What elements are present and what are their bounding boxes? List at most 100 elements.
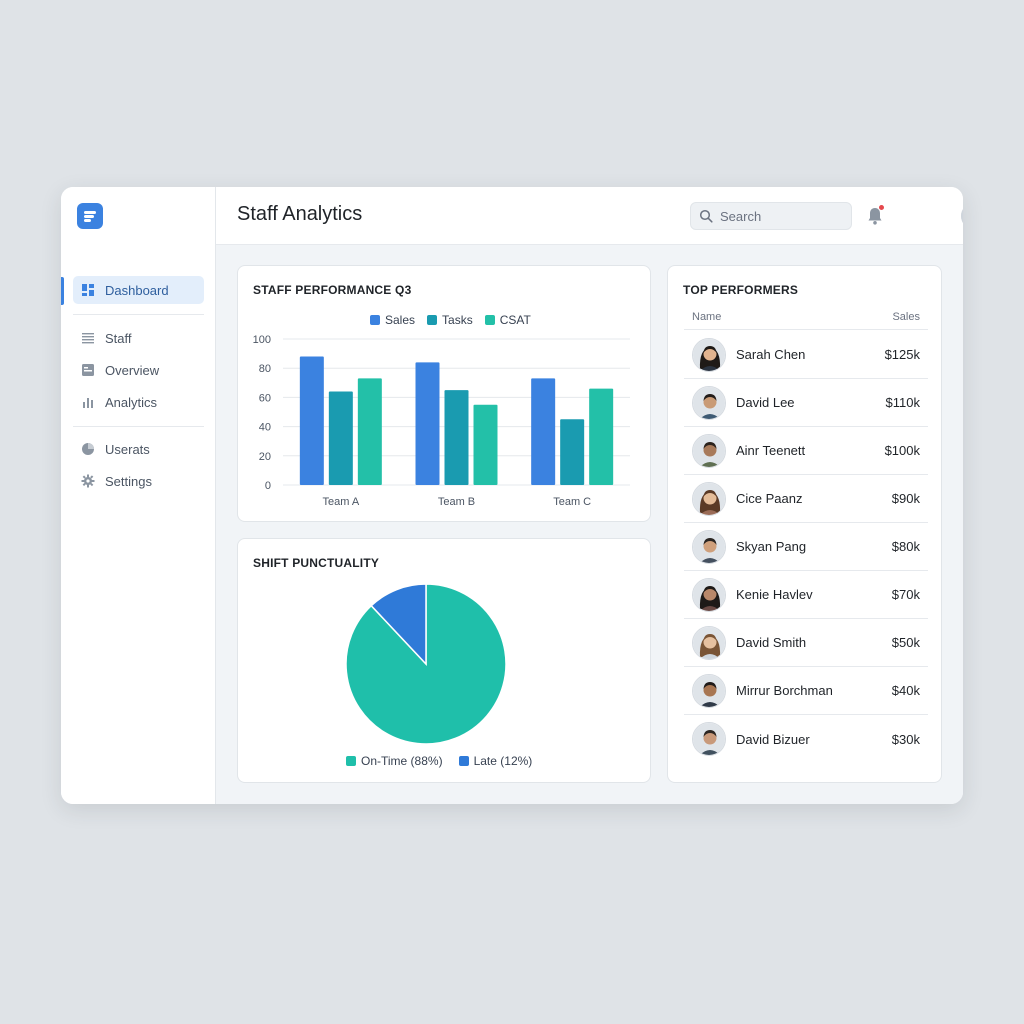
table-row[interactable]: David Smith $50k bbox=[684, 619, 928, 667]
y-tick-label: 0 bbox=[265, 480, 271, 492]
bar-sales-team-c[interactable] bbox=[531, 378, 556, 485]
list-icon bbox=[81, 331, 95, 345]
performer-name: Cice Paanz bbox=[736, 491, 803, 506]
sidebar-item-settings[interactable]: Settings bbox=[73, 467, 204, 495]
sidebar-item-userats[interactable]: Userats bbox=[73, 435, 204, 463]
dashboard-icon bbox=[81, 283, 95, 297]
card-title: STAFF PERFORMANCE Q3 bbox=[253, 283, 412, 297]
x-tick-label: Team B bbox=[438, 496, 475, 508]
table-row[interactable]: Ainr Teenett $100k bbox=[684, 427, 928, 475]
active-indicator bbox=[61, 277, 64, 305]
performer-name: David Lee bbox=[736, 395, 795, 410]
sidebar: Dashboard Staff Overview Analytics bbox=[61, 187, 216, 804]
avatar bbox=[692, 722, 726, 756]
legend-item-tasks: Tasks bbox=[427, 313, 473, 327]
y-tick-label: 100 bbox=[253, 334, 271, 346]
y-tick-label: 60 bbox=[259, 392, 271, 404]
bar-csat-team-b[interactable] bbox=[473, 404, 498, 485]
bar-csat-team-a[interactable] bbox=[357, 378, 382, 485]
avatar bbox=[692, 673, 726, 708]
search-placeholder: Search bbox=[720, 208, 762, 224]
table-row[interactable]: David Bizuer $30k bbox=[684, 715, 928, 763]
header-divider bbox=[684, 329, 928, 330]
avatar bbox=[692, 625, 726, 660]
x-tick-label: Team C bbox=[553, 496, 591, 508]
column-header-name: Name bbox=[692, 311, 722, 323]
pie-legend: On-Time (88%) Late (12%) bbox=[346, 754, 544, 768]
performer-sales: $70k bbox=[891, 587, 920, 602]
sidebar-item-label: Staff bbox=[105, 330, 132, 346]
pie-slice-late[interactable] bbox=[370, 583, 427, 666]
search-input[interactable]: Search bbox=[690, 202, 852, 230]
chart-legend: Sales Tasks CSAT bbox=[370, 313, 543, 327]
bar-tasks-team-a[interactable] bbox=[328, 391, 353, 485]
app-window: Dashboard Staff Overview Analytics bbox=[61, 187, 963, 804]
bar-chart: 0 20 40 60 80 100 Team A Team B Team C bbox=[253, 334, 630, 508]
y-tick-label: 20 bbox=[259, 451, 271, 463]
table-row[interactable]: Kenie Havlev $70k bbox=[684, 571, 928, 619]
performer-name: Kenie Havlev bbox=[736, 587, 813, 602]
table-header: Name Sales bbox=[684, 311, 928, 323]
performer-name: David Bizuer bbox=[736, 731, 810, 747]
performer-sales: $80k bbox=[891, 539, 920, 554]
sidebar-item-label: Analytics bbox=[105, 394, 158, 410]
x-tick-label: Team A bbox=[322, 496, 359, 508]
search-icon bbox=[699, 209, 713, 223]
performer-name: Mirrur Borchman bbox=[736, 683, 833, 698]
card-title: TOP PERFORMERS bbox=[683, 283, 799, 297]
performer-name: Skyan Pang bbox=[736, 539, 807, 554]
legend-item-late: Late (12%) bbox=[458, 754, 532, 768]
pie-icon bbox=[81, 442, 95, 456]
bell-icon[interactable] bbox=[866, 206, 884, 226]
bar-tasks-team-c[interactable] bbox=[560, 419, 585, 485]
performer-sales: $100k bbox=[884, 443, 920, 458]
table-row[interactable]: Mirrur Borchman $40k bbox=[684, 667, 928, 715]
sidebar-item-dashboard[interactable]: Dashboard bbox=[73, 276, 204, 304]
page-title: Staff Analytics bbox=[237, 203, 363, 225]
bar-sales-team-b[interactable] bbox=[415, 362, 440, 485]
pie-chart bbox=[345, 583, 507, 745]
performer-name: Ainr Teenett bbox=[736, 443, 806, 458]
legend-item-sales: Sales bbox=[370, 313, 415, 327]
sidebar-item-label: Userats bbox=[105, 441, 150, 457]
sidebar-item-staff[interactable]: Staff bbox=[73, 324, 204, 352]
table-row[interactable]: Sarah Chen $125k bbox=[684, 331, 928, 379]
gear-icon bbox=[81, 474, 95, 488]
table-row[interactable]: Cice Paanz $90k bbox=[684, 475, 928, 523]
overview-icon bbox=[81, 363, 95, 377]
app-logo-icon[interactable] bbox=[77, 203, 103, 229]
avatar bbox=[692, 481, 726, 516]
performer-sales: $125k bbox=[884, 347, 920, 362]
bar-csat-team-c[interactable] bbox=[589, 388, 614, 485]
sidebar-divider bbox=[73, 426, 204, 427]
performer-sales: $90k bbox=[891, 491, 920, 506]
notification-dot bbox=[878, 204, 885, 211]
user-avatar[interactable] bbox=[961, 203, 963, 229]
performer-sales: $30k bbox=[891, 731, 920, 747]
performer-name: Sarah Chen bbox=[736, 347, 806, 362]
sidebar-divider bbox=[73, 314, 204, 315]
performers-card: TOP PERFORMERS Name Sales Sarah Chen $125… bbox=[667, 265, 942, 783]
sidebar-item-analytics[interactable]: Analytics bbox=[73, 388, 204, 416]
performer-sales: $110k bbox=[885, 395, 920, 410]
bar-sales-team-a[interactable] bbox=[299, 356, 324, 485]
main-content: STAFF PERFORMANCE Q3 Sales Tasks CSAT 0 2… bbox=[216, 245, 963, 804]
legend-item-csat: CSAT bbox=[484, 313, 531, 327]
table-row[interactable]: David Lee $110k bbox=[684, 379, 928, 427]
avatar bbox=[692, 433, 726, 468]
performer-name: David Smith bbox=[736, 635, 807, 650]
sidebar-item-label: Overview bbox=[105, 362, 160, 378]
performer-sales: $50k bbox=[891, 635, 920, 650]
bar-tasks-team-b[interactable] bbox=[444, 390, 469, 485]
avatar bbox=[692, 577, 726, 612]
avatar bbox=[692, 385, 726, 420]
sidebar-item-label: Settings bbox=[105, 473, 152, 489]
y-tick-label: 80 bbox=[259, 363, 271, 375]
table-row[interactable]: Skyan Pang $80k bbox=[684, 523, 928, 571]
sidebar-item-overview[interactable]: Overview bbox=[73, 356, 204, 384]
punctuality-card: SHIFT PUNCTUALITY On-Time (88%) Late (12… bbox=[237, 538, 651, 783]
performance-card: STAFF PERFORMANCE Q3 Sales Tasks CSAT 0 2… bbox=[237, 265, 651, 522]
column-header-sales: Sales bbox=[892, 311, 920, 323]
performer-sales: $40k bbox=[891, 683, 920, 698]
avatar bbox=[692, 337, 726, 372]
